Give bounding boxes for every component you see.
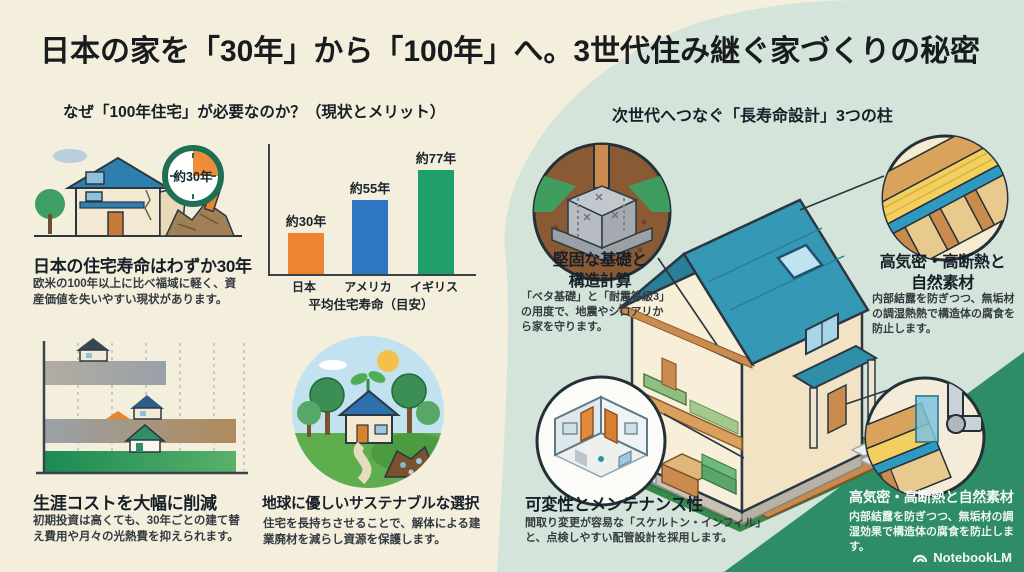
lifespan-heading: 日本の住宅寿命はわずか30年: [33, 257, 252, 276]
sustainable-illustration: [292, 336, 444, 488]
lifespan-body: 欧米の100年以上に比べ福域に軽く、資産価値を失いやすい現状があります。: [33, 278, 237, 306]
x-tick-japan: 日本: [291, 280, 316, 294]
bar-value-label: 約77年: [415, 151, 457, 166]
foundation-heading-line2: 構造計算: [568, 273, 632, 290]
cost-timeline-illustration: [36, 338, 248, 475]
foundation-heading-line1: 堅固な基礎と: [552, 252, 648, 269]
bar-japan: [288, 233, 324, 274]
floorplan-callout-circle: [535, 375, 667, 507]
pipe-icon: [946, 381, 983, 434]
insulation-body: 内部結露を防ぎつつ、無垢材の調湿熱熱で構造体の腐食を防止します。: [872, 293, 1015, 336]
notebooklm-watermark: NotebookLM: [912, 550, 1012, 565]
bar-america: [352, 200, 388, 274]
foundation-body: 「ベタ基礎」と「耐震等級3」の用度で、地震やシロアリから家を守ります。: [521, 291, 665, 334]
bar-group-uk: 約77年: [414, 148, 458, 274]
cost-body: 初期投資は高くても、30年ごとの建て替え費用や月々の光熱費を抑えられます。: [33, 515, 240, 543]
cost-heading: 生涯コストを大幅に削減: [33, 494, 217, 513]
materials-heading: 高気密・高断熱と自然素材: [849, 489, 1014, 505]
x-tick-uk: イギリス: [409, 280, 458, 294]
flexibility-body: 間取り変更が容易な「スケルトン・インフィル」と、点検しやすい配管設計を採用します…: [525, 517, 767, 545]
insulation-heading-line2: 自然素材: [911, 275, 974, 292]
clock-label: 約30年: [174, 169, 213, 184]
insulation-heading-line1: 高気密・高断熱と: [879, 254, 1006, 271]
bar-value-label: 約55年: [349, 181, 391, 196]
sustainable-body: 住宅を長持ちさせることで、解体による建業廃材を減らし資源を保護します。: [263, 518, 481, 546]
skylight-window: [776, 243, 824, 280]
materials-body: 内部結露を防ぎつつ、無垢材の調湿効果で構造体の腐食を防止します。: [849, 511, 1014, 554]
page-title: 日本の家を「30年」から「100年」へ。3世代住み継ぐ家づくりの秘密: [40, 35, 981, 68]
sun-icon: [377, 350, 399, 372]
chart-plot-area: 約30年 約55年 約77年: [268, 144, 476, 276]
flexibility-heading: 可変性とメンテナンス性: [525, 496, 703, 514]
lifespan-bar-chart: 約30年 約55年 約77年 日本 アメリカ イギリス 平均住宅寿命（目安）: [268, 144, 478, 312]
left-section-header: なぜ「100年住宅」が必要なのか？（現状とメリット）: [63, 104, 446, 121]
insulation-callout-circle: [881, 134, 1009, 262]
bar-uk: [418, 170, 454, 274]
right-section-header: 次世代へつなぐ「長寿命設計」3つの柱: [612, 108, 893, 125]
x-tick-america: アメリカ: [344, 280, 392, 294]
bar-value-label: 約30年: [285, 214, 327, 229]
notebooklm-logo-icon: [913, 554, 928, 562]
bar-group-japan: 約30年: [284, 211, 328, 274]
x-axis-label: 平均住宅寿命（目安）: [308, 298, 434, 312]
bar-group-america: 約55年: [348, 178, 392, 274]
foundation-callout-circle: [532, 142, 672, 282]
watermark-label: NotebookLM: [933, 550, 1012, 565]
pipes-callout-circle: [864, 376, 986, 498]
sustainable-heading: 地球に優しいサステナブルな選択: [262, 496, 480, 512]
clock-icon: 約30年: [162, 145, 224, 207]
demolition-illustration: 約30年: [34, 145, 242, 237]
